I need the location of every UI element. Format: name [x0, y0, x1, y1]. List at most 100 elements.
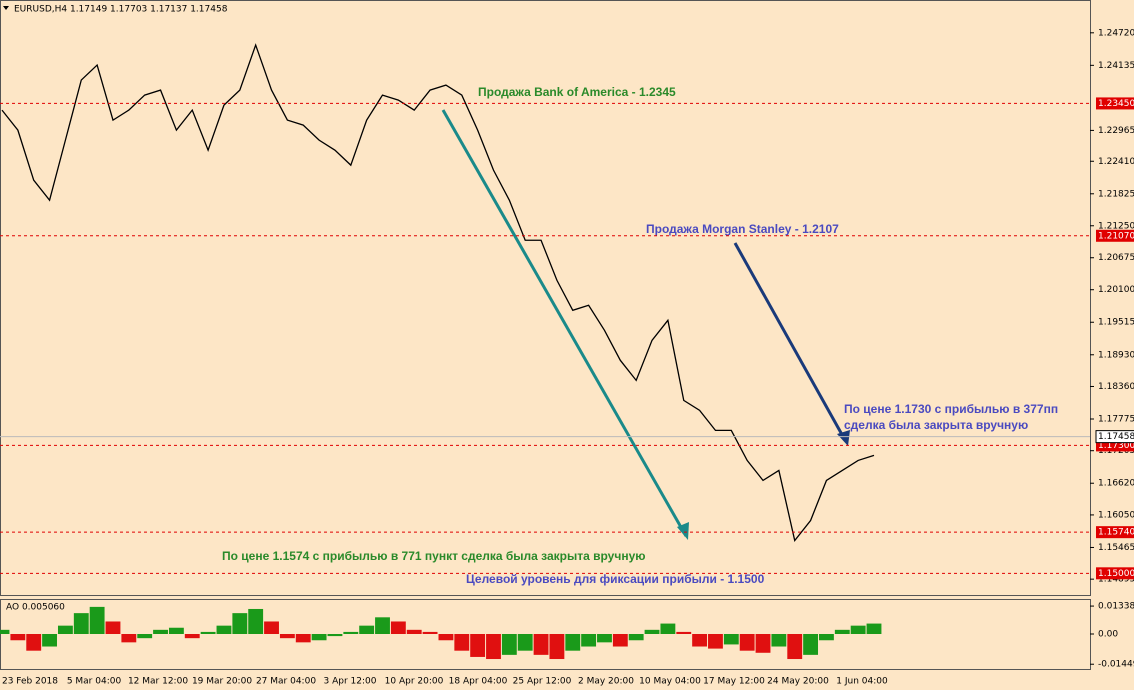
last-price-box — [1095, 430, 1134, 444]
icon — [3, 6, 9, 10]
ao-bar — [438, 634, 454, 641]
ao-bar — [279, 634, 295, 639]
y-tick-label: 1.17775 — [1098, 415, 1134, 425]
ao-bar — [216, 625, 232, 634]
y-tick-label: 1.22965 — [1098, 126, 1134, 136]
ao-bar — [200, 631, 216, 634]
level-label-box — [1096, 97, 1134, 110]
ao-bar — [105, 621, 121, 634]
ao-bar — [850, 625, 866, 634]
y-tick-label: 1.21825 — [1098, 189, 1134, 199]
x-tick-label: 1 Jun 04:00 — [836, 677, 888, 687]
x-tick-label: 10 Apr 20:00 — [385, 677, 444, 687]
ao-bar — [137, 634, 153, 639]
x-tick-label: 24 May 20:00 — [767, 677, 829, 687]
arrow — [441, 109, 688, 537]
x-tick-label: 17 May 12:00 — [703, 677, 765, 687]
y-tick-label: 1.21250 — [1098, 221, 1134, 231]
level-label: 1.15000 — [1098, 569, 1134, 579]
level-label-box — [1096, 526, 1134, 539]
y-tick-label: -0.01449 — [1098, 660, 1134, 670]
level-label-box — [1096, 229, 1134, 242]
ao-bar — [343, 631, 359, 634]
ao-bar — [390, 621, 406, 634]
annotation: Целевой уровень для фиксации прибыли - 1… — [466, 572, 765, 586]
ao-bar — [803, 634, 819, 655]
ao-bar — [73, 613, 89, 634]
ao-bar — [866, 623, 882, 634]
ao-bar — [723, 634, 739, 645]
ao-bar — [612, 634, 628, 647]
y-tick-label: 1.18360 — [1098, 382, 1134, 392]
x-tick-label: 23 Feb 2018 — [2, 677, 58, 687]
level-label: 1.15740 — [1098, 528, 1134, 538]
annotation: По цене 1.1730 с прибылью в 377пп — [844, 402, 1058, 416]
ao-bar — [549, 634, 565, 660]
chart-title: EURUSD,H4 1.17149 1.17703 1.17137 1.1745… — [14, 5, 228, 15]
x-tick-label: 2 May 20:00 — [578, 677, 634, 687]
ao-bar — [168, 627, 184, 634]
y-tick-label: 1.14895 — [1098, 575, 1134, 585]
price-line — [1, 43, 875, 542]
ao-bar — [327, 634, 343, 637]
price-pane — [0, 0, 1091, 596]
y-tick-label: 1.16620 — [1098, 479, 1134, 489]
ao-bar — [628, 634, 644, 641]
ao-bar — [264, 621, 279, 634]
y-tick-label: 1.24720 — [1098, 28, 1134, 38]
y-tick-label: 1.18930 — [1098, 350, 1134, 360]
arrow — [733, 242, 847, 441]
ao-bar — [153, 629, 168, 634]
ao-bar — [501, 634, 517, 655]
ao-title: AO 0.005060 — [6, 603, 65, 613]
ao-bar — [597, 634, 612, 643]
level-label: 1.23450 — [1098, 99, 1134, 109]
ao-bar — [581, 634, 597, 647]
annotation: По цене 1.1574 с прибылью в 771 пункт сд… — [222, 549, 646, 563]
x-tick-label: 12 Mar 12:00 — [128, 677, 188, 687]
level-label-box — [1096, 567, 1134, 580]
arrow-head — [837, 430, 850, 446]
x-tick-label: 5 Mar 04:00 — [67, 677, 122, 687]
ao-bar — [692, 634, 708, 647]
ao-bar — [10, 634, 26, 641]
y-tick-label: 1.15465 — [1098, 543, 1134, 553]
ao-bar — [26, 634, 42, 651]
y-tick-label: 0.00 — [1098, 630, 1118, 640]
ao-bar — [533, 634, 549, 655]
ao-bar — [486, 634, 501, 660]
x-tick-label: 25 Apr 12:00 — [513, 677, 572, 687]
level-label: 1.17300 — [1098, 441, 1134, 451]
ao-bar — [295, 634, 311, 643]
last-price-label: 1.17458 — [1098, 432, 1134, 442]
ao-bar — [755, 634, 771, 653]
y-tick-label: 1.19515 — [1098, 318, 1134, 328]
ao-bar — [565, 634, 581, 651]
ao-bar — [787, 634, 803, 660]
x-tick-label: 27 Mar 04:00 — [256, 677, 316, 687]
x-tick-label: 3 Apr 12:00 — [324, 677, 377, 687]
arrow-head — [677, 522, 689, 540]
x-tick-label: 10 May 04:00 — [639, 677, 701, 687]
y-tick-label: 1.20100 — [1098, 285, 1134, 295]
ao-bar — [0, 629, 10, 634]
ao-bar — [57, 625, 73, 634]
ao-bar — [422, 631, 438, 634]
ao-bar — [644, 629, 660, 634]
y-tick-label: 1.20675 — [1098, 253, 1134, 263]
y-tick-label: 1.24135 — [1098, 61, 1134, 71]
ao-bar — [375, 617, 390, 634]
ao-bar — [819, 634, 834, 641]
y-tick-label: 1.22410 — [1098, 157, 1134, 167]
ao-bar — [42, 634, 57, 647]
ao-bar — [121, 634, 137, 643]
ao-bar — [708, 634, 723, 649]
ao-bar — [771, 634, 787, 647]
ao-bar — [89, 606, 105, 634]
ao-bar — [470, 634, 486, 657]
annotation: Продажа Bank of America - 1.2345 — [478, 85, 676, 99]
ao-bar — [660, 623, 676, 634]
x-tick-label: 18 Apr 04:00 — [449, 677, 508, 687]
